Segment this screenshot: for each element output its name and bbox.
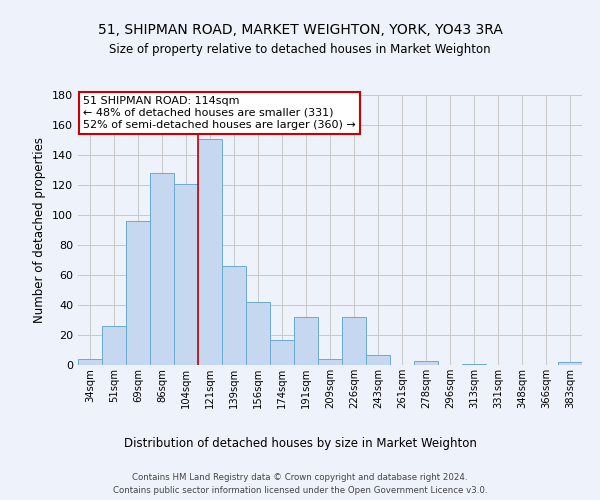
Bar: [318, 359, 342, 365]
Bar: [174, 184, 198, 365]
Bar: [414, 360, 438, 365]
Text: Distribution of detached houses by size in Market Weighton: Distribution of detached houses by size …: [124, 438, 476, 450]
Bar: [366, 354, 390, 365]
Text: Size of property relative to detached houses in Market Weighton: Size of property relative to detached ho…: [109, 42, 491, 56]
Bar: [462, 364, 486, 365]
Bar: [126, 221, 150, 365]
Bar: [222, 266, 246, 365]
Bar: [270, 340, 294, 365]
Text: Contains public sector information licensed under the Open Government Licence v3: Contains public sector information licen…: [113, 486, 487, 495]
Bar: [294, 317, 318, 365]
Bar: [198, 138, 222, 365]
Bar: [342, 317, 366, 365]
Text: Contains HM Land Registry data © Crown copyright and database right 2024.: Contains HM Land Registry data © Crown c…: [132, 472, 468, 482]
Text: 51, SHIPMAN ROAD, MARKET WEIGHTON, YORK, YO43 3RA: 51, SHIPMAN ROAD, MARKET WEIGHTON, YORK,…: [98, 22, 502, 36]
Bar: [102, 326, 126, 365]
Bar: [78, 359, 102, 365]
Bar: [558, 362, 582, 365]
Bar: [150, 173, 174, 365]
Y-axis label: Number of detached properties: Number of detached properties: [34, 137, 46, 323]
Bar: [246, 302, 270, 365]
Text: 51 SHIPMAN ROAD: 114sqm
← 48% of detached houses are smaller (331)
52% of semi-d: 51 SHIPMAN ROAD: 114sqm ← 48% of detache…: [83, 96, 356, 130]
